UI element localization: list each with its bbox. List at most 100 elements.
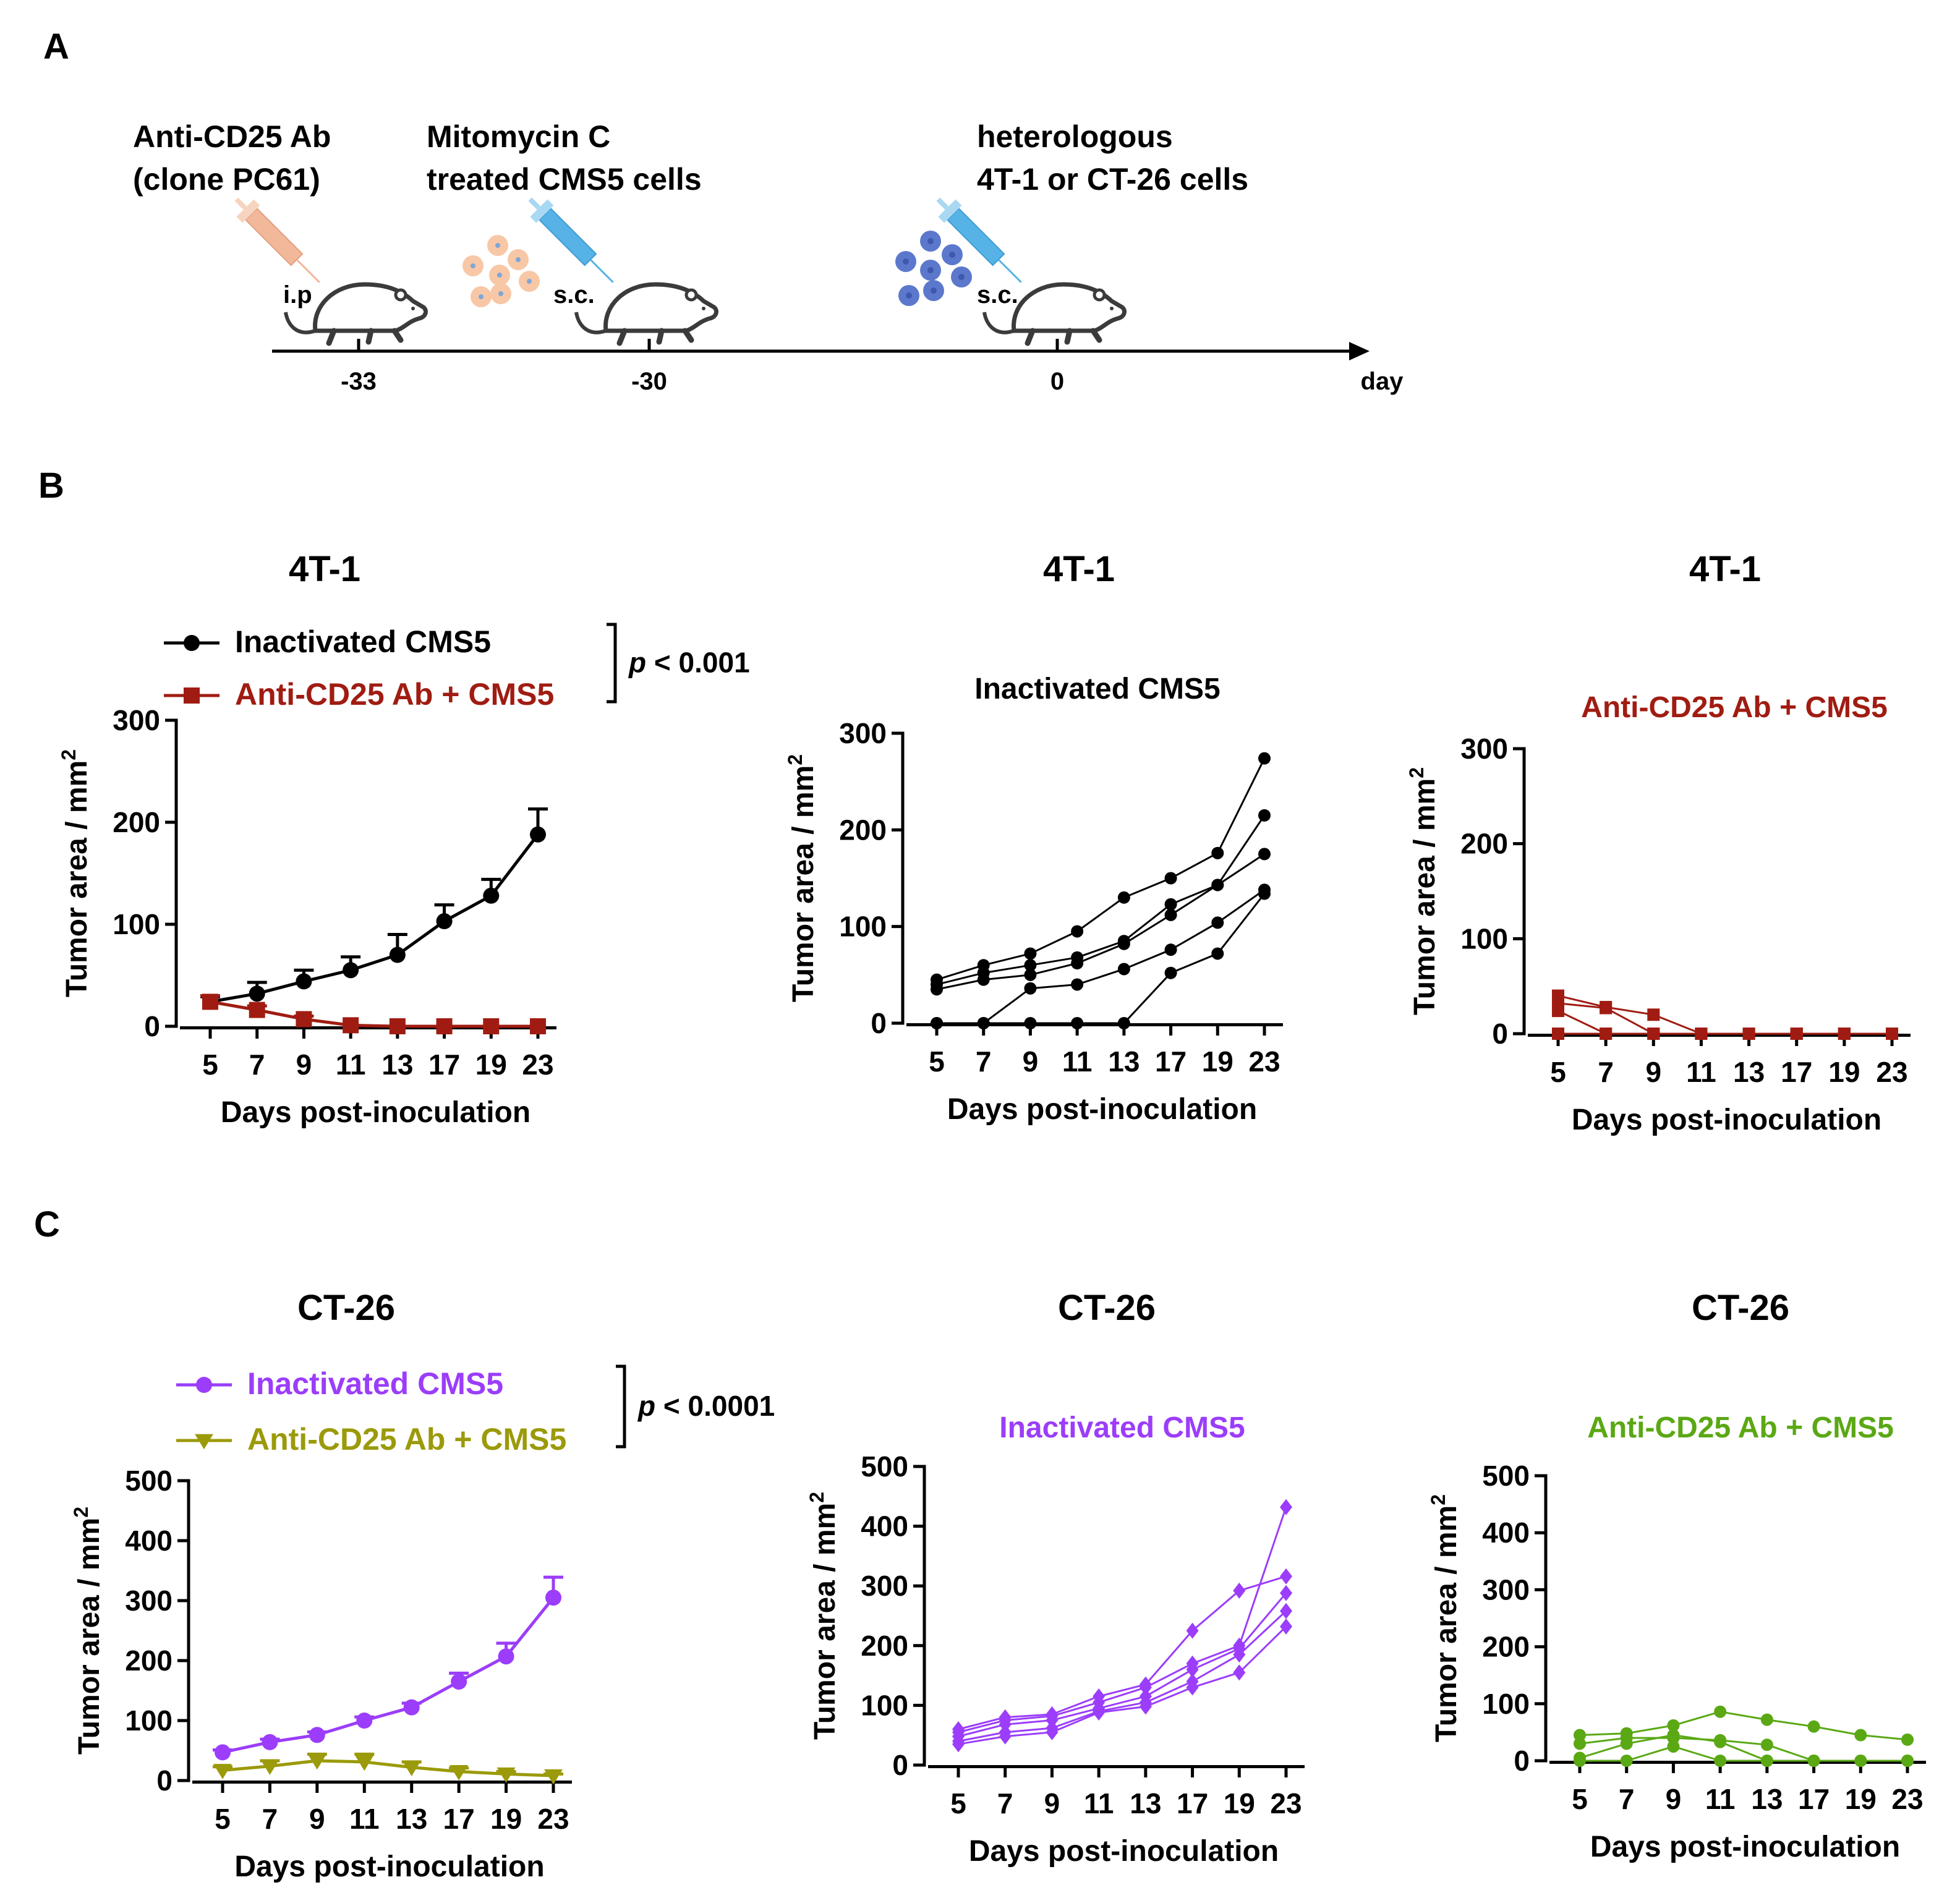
y-tick-label: 100 [861,1689,908,1721]
x-tick-label: 7 [976,1045,992,1078]
data-point [1024,947,1037,960]
x-tick-label: 9 [1023,1045,1039,1078]
x-tick-label: 5 [1572,1783,1588,1815]
legend-marker [184,635,200,651]
series-line [936,853,1265,990]
y-tick-label: 400 [1482,1517,1530,1549]
y-tick-label: 0 [1514,1745,1530,1777]
syringe-icon [528,197,614,283]
chart-title: CT-26 [1692,1288,1789,1328]
data-point [1280,1585,1292,1601]
y-tick-label: 500 [861,1450,908,1483]
data-point [1760,1713,1773,1726]
chart-subtitle: Anti-CD25 Ab + CMS5 [1587,1411,1894,1444]
data-point [1164,943,1177,956]
data-point [307,1754,326,1770]
chart-ct26-anti-cd25-individual: CT-26 Anti-CD25 Ab + CMS5 0 100 200 300 400 500… [1427,1288,1926,1863]
data-point [952,1736,965,1753]
x-tick-label: 19 [1828,1056,1860,1088]
data-point [1600,1028,1613,1040]
data-point [450,1765,469,1781]
y-tick-label: 100 [1482,1688,1530,1720]
data-point [1838,1028,1851,1040]
data-point [1552,1028,1564,1040]
data-point [1886,1028,1898,1040]
series-line [958,1592,1287,1738]
x-tick-label: 9 [309,1803,325,1835]
data-point [1901,1733,1914,1746]
data-point [1280,1602,1292,1619]
data-point [1258,809,1271,822]
data-point [355,1755,374,1771]
data-point [1574,1737,1586,1750]
x-tick-label: 17 [443,1803,475,1835]
data-point [498,1648,514,1665]
chart-4t1-inactivated-individual: 4T-1 Inactivated CMS5 0 100 200 300 5 7 9 11 13 17 1… [784,549,1283,1126]
y-tick-label: 300 [125,1585,173,1617]
data-point [1071,1017,1084,1029]
x-axis-label: Days post-inoculation [234,1850,544,1883]
data-point [1211,846,1224,859]
data-point [249,1002,265,1018]
y-tick-label: 400 [125,1525,173,1557]
legend-marker [196,1377,212,1393]
x-tick-label: 19 [1224,1787,1255,1819]
x-tick-label: 13 [1751,1783,1783,1815]
chart-title: 4T-1 [1689,549,1761,589]
x-tick-label: 23 [1270,1787,1302,1819]
series-line [222,1596,555,1754]
data-point [1790,1028,1803,1040]
data-point [356,1713,373,1729]
y-tick-label: 100 [125,1704,173,1737]
x-tick-label: 5 [929,1045,945,1078]
series-1 [200,807,548,1010]
data-point [1186,1622,1199,1639]
y-axis-label: Tumor area / mm2 [58,749,93,997]
data-point [309,1727,325,1743]
x-axis-label: Days post-inoculation [1572,1104,1881,1136]
data-point [1164,898,1177,911]
series-line [1580,1745,1907,1762]
y-axis-label: Tumor area / mm2 [1405,767,1441,1015]
data-point [1233,1646,1246,1663]
data-point [544,1769,563,1785]
data-point [1667,1740,1680,1753]
x-tick-label: 9 [296,1049,312,1081]
legend: Inactivated CMS5 Anti-CD25 Ab + CMS5 p < 0… [176,1364,775,1457]
x-tick-label: 11 [1084,1787,1114,1819]
series-line [1579,1711,1908,1741]
data-point [1667,1719,1680,1732]
data-point [1574,1755,1586,1767]
x-tick-label: 11 [349,1803,380,1835]
data-point [1233,1664,1246,1681]
legend-marker [195,1434,213,1450]
data-point [389,947,406,963]
data-point [1164,872,1177,885]
data-point [1186,1661,1199,1678]
series-line [958,1625,1287,1745]
series-2 [213,1752,563,1785]
data-point [530,1018,546,1034]
x-tick-label: 13 [1733,1056,1765,1088]
x-tick-label: 7 [997,1787,1013,1819]
data-point [1071,925,1084,938]
x-tick-label: 13 [396,1803,427,1835]
data-point [1280,1618,1292,1635]
y-tick-label: 500 [1482,1460,1530,1492]
series-2 [952,1499,1292,1740]
x-tick-label: 23 [537,1803,569,1835]
y-tick-label: 0 [1492,1018,1508,1050]
step-2-line-2: treated CMS5 cells [427,162,702,197]
x-tick-label: 17 [1798,1783,1830,1815]
data-point [1139,1679,1152,1696]
chart-4t1-mean: 4T-1 0 100 200 300 5 7 9 11 13 17 19 23 Days post-ino… [58,549,750,1129]
data-point [262,1734,278,1750]
data-point [1620,1755,1633,1767]
x-tick-label: 19 [1845,1783,1877,1815]
data-point [1620,1737,1633,1750]
data-point [1211,879,1224,892]
y-tick-label: 0 [892,1749,908,1781]
data-point [483,887,500,904]
y-tick-label: 200 [1482,1631,1530,1663]
